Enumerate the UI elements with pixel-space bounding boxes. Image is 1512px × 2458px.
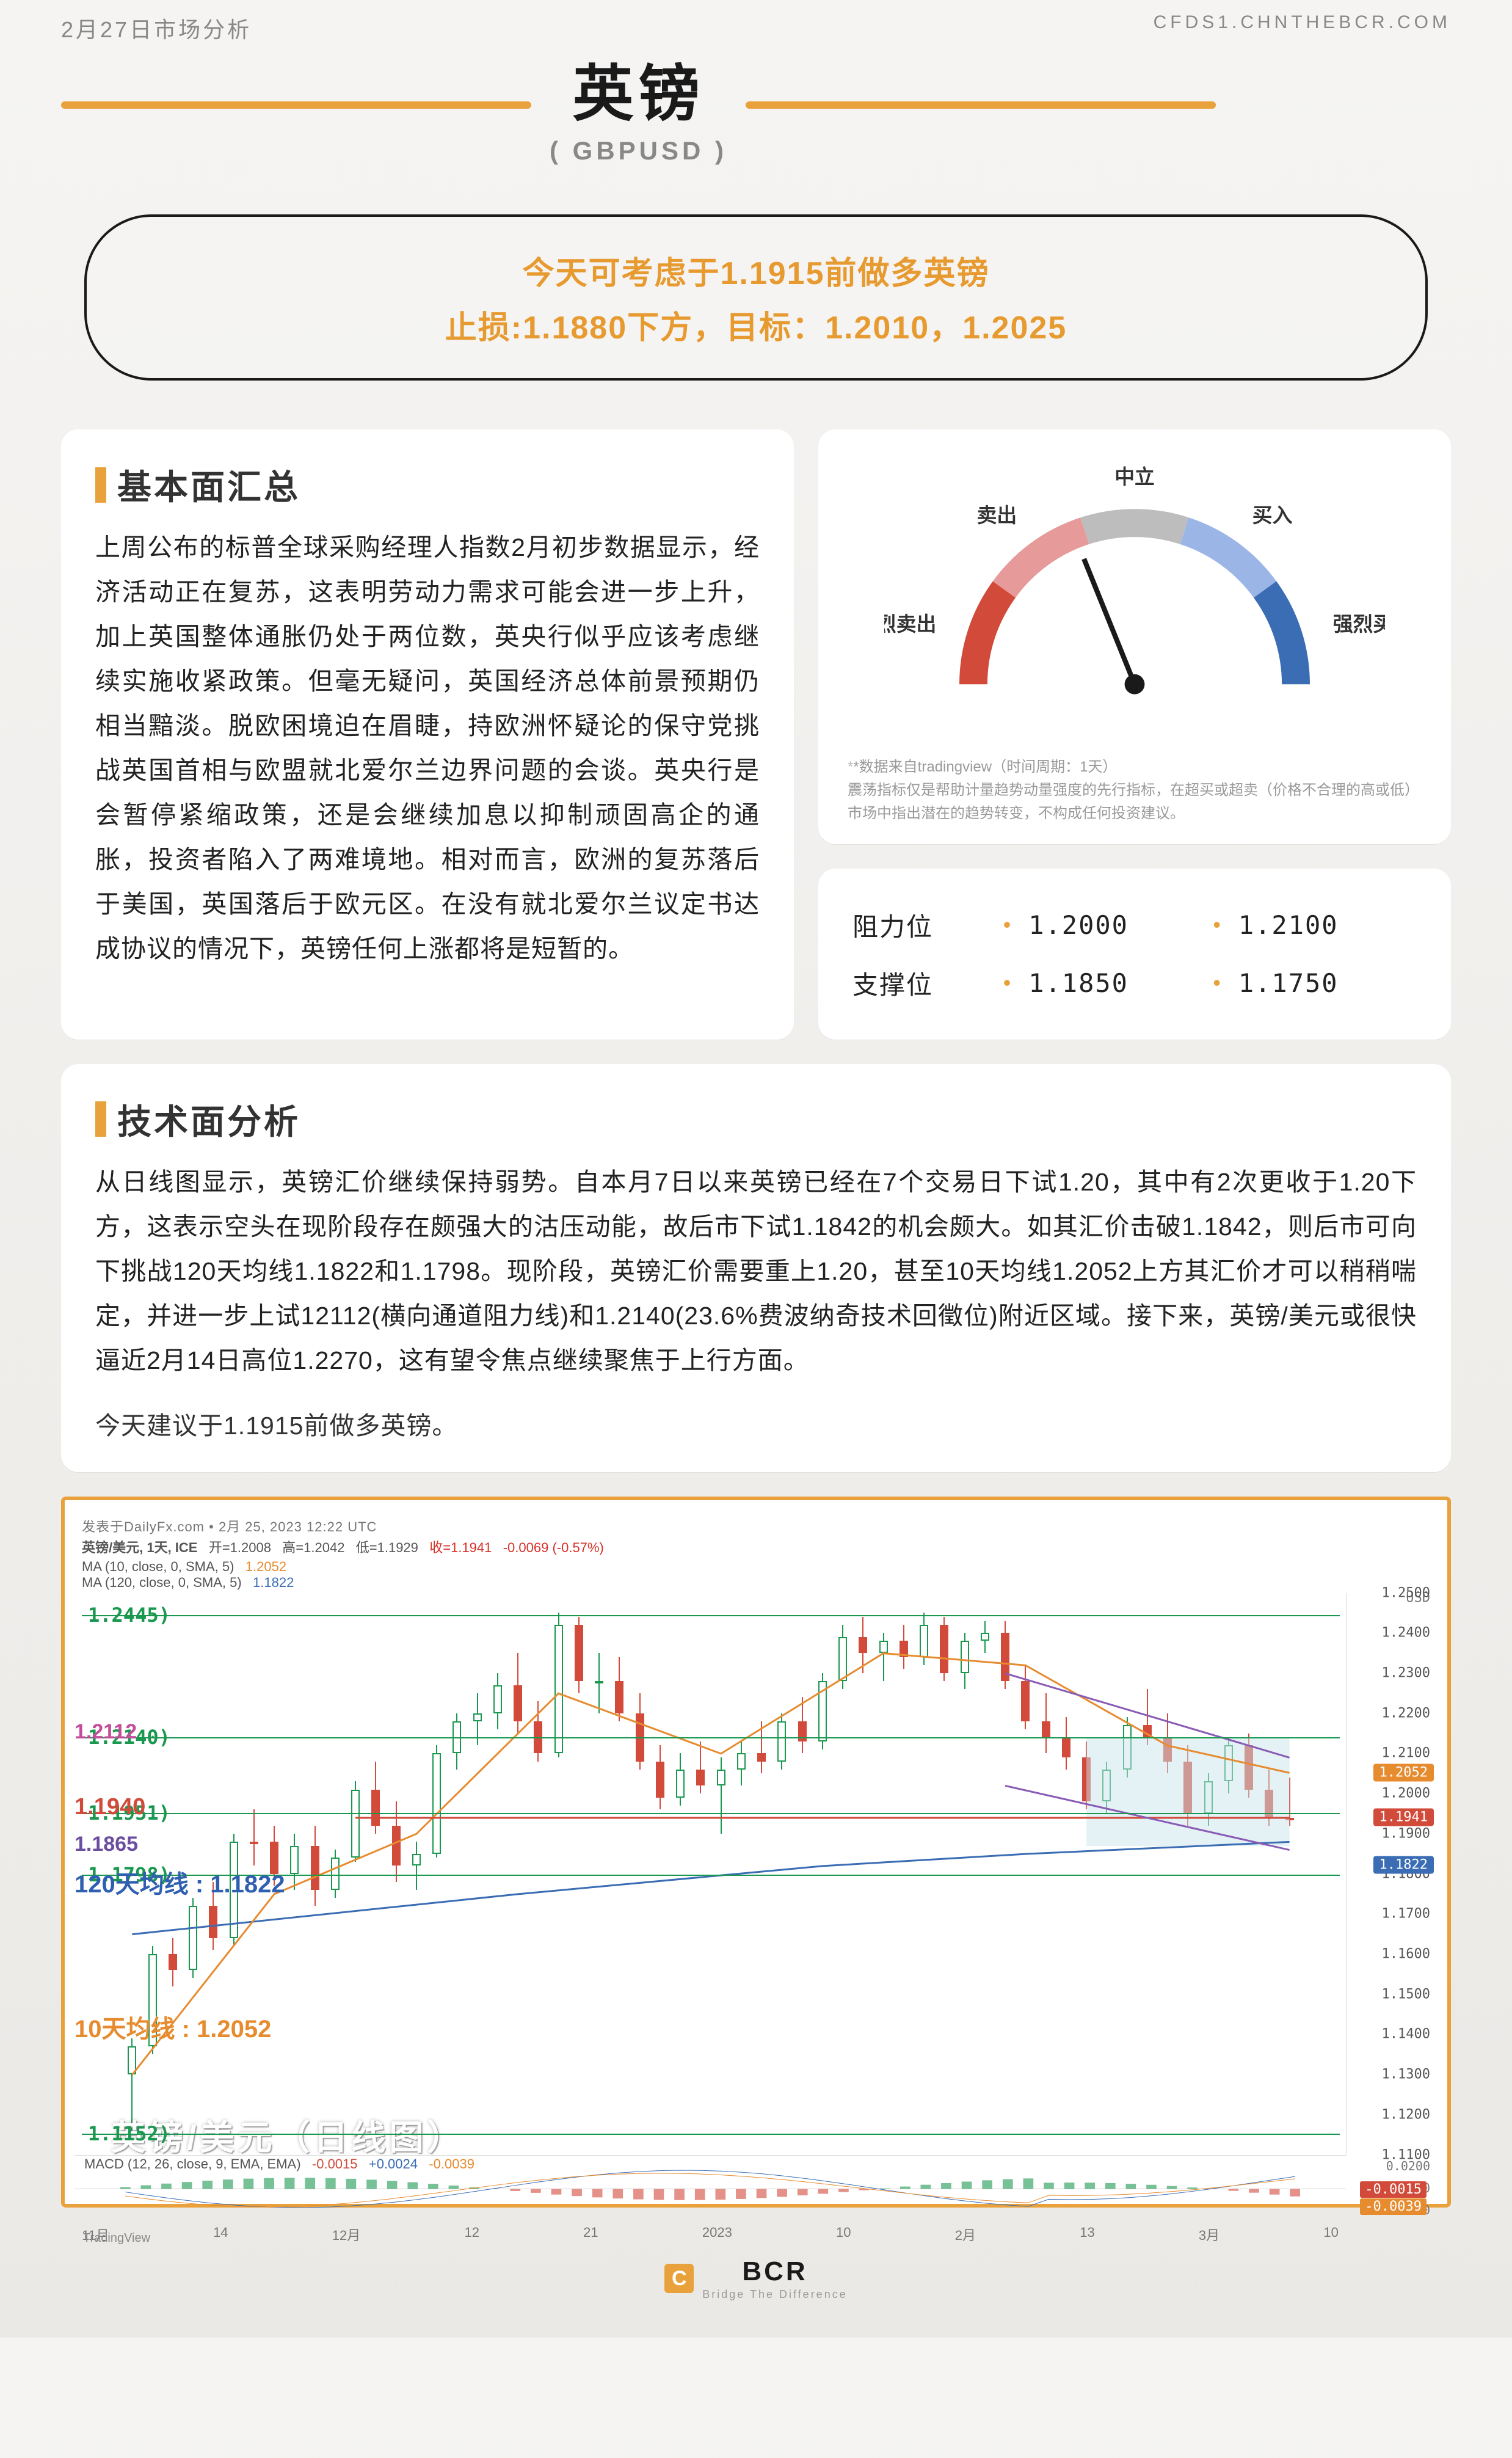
section-bar-icon (95, 467, 106, 503)
svg-text:强烈买入: 强烈买入 (1333, 613, 1385, 635)
section-bar-icon (95, 1101, 106, 1137)
price-chart: USD1.25001.24001.23001.22001.21001.20001… (75, 1593, 1437, 2155)
technical-title: 技术面分析 (117, 1095, 300, 1144)
header-rule-left (61, 101, 531, 109)
svg-text:卖出: 卖出 (977, 504, 1017, 527)
levels-card: 阻力位 •1.2000 •1.2100 支撑位 •1.1850 •1.1750 (818, 869, 1451, 1040)
title-block: 英镑 ( GBPUSD ) (550, 44, 727, 166)
x-axis: 11月1412月12212023102月133月10 (75, 2225, 1346, 2247)
support-row: 支撑位 •1.1850 •1.1750 (850, 955, 1419, 1012)
tradingview-watermark: TradingView (83, 2231, 150, 2245)
svg-text:中立: 中立 (1114, 465, 1155, 488)
resistance-row: 阻力位 •1.2000 •1.2100 (850, 897, 1419, 954)
chart-ohlc: 英镑/美元, 1天, ICE 开=1.2008 高=1.2042 低=1.192… (75, 1537, 1437, 1559)
footer-tagline: Bridge The Difference (702, 2288, 847, 2301)
instrument-pair: ( GBPUSD ) (550, 136, 727, 166)
sentiment-gauge: 强烈卖出 卖出 中立买入强烈买入 (884, 454, 1385, 745)
header-rule-right (746, 101, 1216, 109)
bcr-logo-icon (664, 2264, 694, 2293)
fundamentals-text: 上周公布的标普全球采购经理人指数2月初步数据显示，经济活动正在复苏，这表明劳动力… (95, 525, 760, 971)
svg-text:强烈卖出: 强烈卖出 (884, 613, 936, 635)
source-url: CFDS1.CHNTHEBCR.COM (1154, 12, 1451, 44)
fundamentals-card: 基本面汇总 上周公布的标普全球采购经理人指数2月初步数据显示，经济活动正在复苏，… (61, 429, 794, 1040)
advice-sl-tp: 止损:1.1880下方，目标：1.2010，1.2025 (123, 302, 1389, 348)
chart-card: 发表于DailyFx.com • 2月 25, 2023 12:22 UTC 英… (61, 1497, 1451, 2208)
technical-card: 技术面分析 从日线图显示，英镑汇价继续保持弱势。自本月7日以来英镑已经在7个交易… (61, 1064, 1451, 1472)
svg-text:买入: 买入 (1252, 504, 1293, 527)
gauge-notes: **数据来自tradingview（时间周期：1天） 震荡指标仅是帮助计量趋势动… (843, 756, 1427, 826)
trade-advice-box: 今天可考虑于1.1915前做多英镑 止损:1.1880下方，目标：1.2010，… (84, 214, 1428, 381)
footer: BCR Bridge The Difference (61, 2256, 1451, 2313)
instrument-title: 英镑 (550, 44, 727, 133)
technical-text: 从日线图显示，英镑汇价继续保持弱势。自本月7日以来英镑已经在7个交易日下试1.2… (95, 1160, 1417, 1383)
fundamentals-title: 基本面汇总 (117, 460, 300, 509)
chart-ma-lines: MA (10, close, 0, SMA, 5) 1.2052MA (120,… (75, 1559, 1437, 1593)
chart-source: 发表于DailyFx.com • 2月 25, 2023 12:22 UTC (75, 1510, 1437, 1537)
sentiment-gauge-card: 强烈卖出 卖出 中立买入强烈买入 **数据来自tradingview（时间周期：1天… (818, 429, 1451, 844)
report-date: 2月27日市场分析 (61, 12, 252, 44)
footer-brand: BCR (702, 2256, 847, 2287)
technical-reco: 今天建议于1.1915前做多英镑。 (95, 1405, 1417, 1442)
advice-entry: 今天可考虑于1.1915前做多英镑 (123, 247, 1389, 293)
